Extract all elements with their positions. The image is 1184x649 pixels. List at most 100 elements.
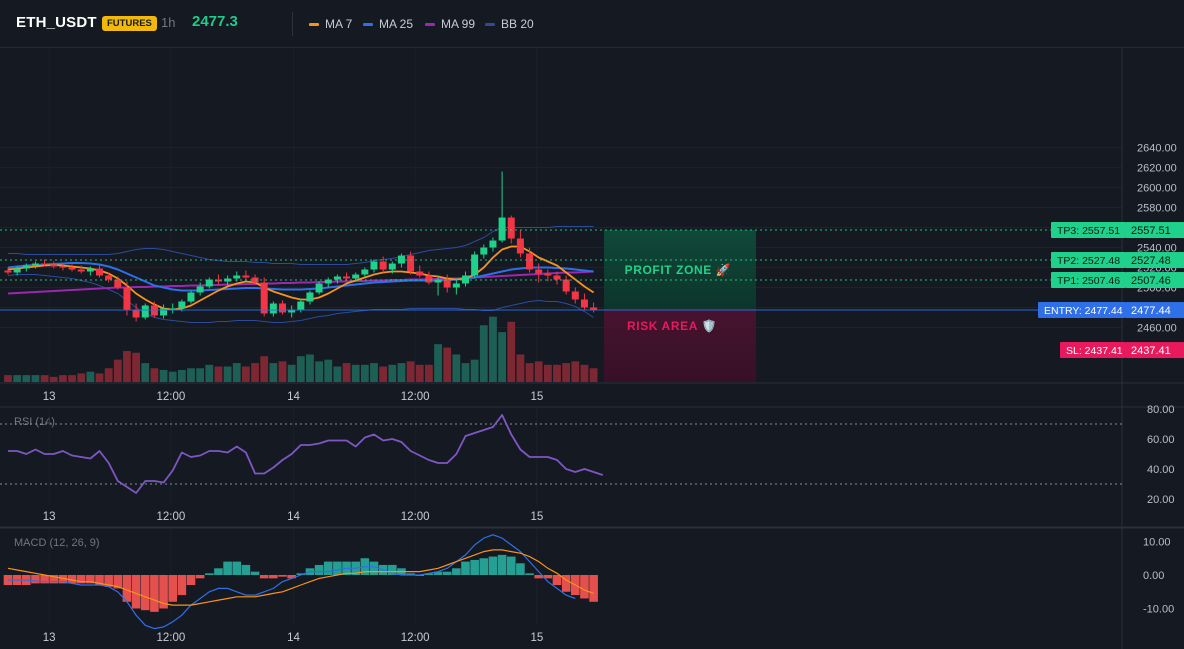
volume-bar — [498, 332, 506, 382]
candle-body — [352, 274, 360, 279]
time-axis-main: 13 12:00 14 12:00 15 — [43, 391, 543, 403]
price-tick-label: 2460.00 — [1137, 322, 1177, 334]
candle-body — [535, 269, 543, 274]
chart-canvas[interactable]: PROFIT ZONE 🚀 RISK AREA 🛡️ 2640.00 2620.0… — [0, 48, 1184, 649]
volume-bar — [132, 352, 140, 382]
price-tick-label: 2600.00 — [1137, 183, 1177, 195]
bb20-swatch-icon — [485, 22, 495, 26]
chart-header: ETH_USDT FUTURES 1h 2477.3 MA 7 MA 25 MA… — [0, 0, 1184, 48]
macd-hist-bar — [388, 564, 397, 575]
candle-body — [269, 303, 277, 314]
volume-bar — [415, 364, 424, 382]
volume-bar — [223, 366, 232, 382]
candle-body — [279, 303, 286, 313]
candle-body — [416, 271, 424, 276]
time-tick-label: 13 — [43, 632, 56, 644]
macd-hist-bar — [369, 561, 379, 575]
time-tick-label: 12:00 — [401, 632, 430, 644]
candle-body — [480, 247, 488, 255]
volume-bar — [141, 363, 150, 382]
candle-body — [562, 279, 570, 292]
macd-hist-bar — [525, 573, 534, 575]
level-axis-sl: 2437.41 — [1131, 345, 1171, 357]
profit-zone — [604, 230, 756, 311]
volume-bar — [315, 361, 323, 382]
ma25-line — [7, 262, 594, 292]
candle-body — [260, 282, 268, 314]
volume-bar — [40, 375, 49, 382]
rsi-pane[interactable]: RSI (14) 80.00 60.00 40.00 20.00 — [0, 404, 1184, 528]
candle-body — [242, 275, 250, 278]
macd-hist-bar — [113, 575, 123, 589]
candle-body — [553, 275, 561, 280]
macd-hist-bar — [86, 575, 95, 584]
volume-bar — [397, 363, 406, 382]
candle-body — [160, 308, 168, 316]
volume-bar — [104, 368, 113, 382]
rsi-tick-label: 40.00 — [1147, 464, 1175, 476]
legend-ma7[interactable]: MA 7 — [309, 17, 352, 31]
legend-bb20[interactable]: BB 20 — [485, 17, 534, 31]
macd-hist-bar — [333, 561, 342, 575]
bb-upper-line — [8, 226, 594, 265]
volume-bar — [251, 363, 259, 382]
level-axis-bg-tp3 — [1126, 222, 1184, 239]
candle-body — [343, 276, 351, 279]
macd-hist-bar — [424, 573, 434, 575]
candle-body — [571, 291, 579, 300]
legend-ma25[interactable]: MA 25 — [363, 17, 413, 31]
trade-levels — [0, 229, 1122, 311]
candle-body — [59, 266, 67, 268]
volume-bar — [342, 363, 351, 382]
price-pane[interactable]: PROFIT ZONE 🚀 RISK AREA 🛡️ — [0, 48, 1184, 384]
macd-hist-bar — [506, 556, 516, 575]
macd-hist-bar — [461, 561, 470, 575]
macd-hist-bar — [67, 575, 77, 584]
candle-body — [13, 268, 21, 273]
candle-body — [434, 279, 442, 283]
candle-body — [22, 265, 30, 269]
macd-hist-bar — [589, 575, 598, 602]
rsi-tick-label: 20.00 — [1147, 494, 1175, 506]
level-tag-bg-sl — [1060, 342, 1126, 359]
volume-bars — [4, 316, 598, 382]
macd-hist-bar — [58, 575, 68, 584]
candle-body — [361, 269, 369, 275]
macd-hist-bar — [552, 575, 562, 586]
macd-pane[interactable]: MACD (12, 26, 9) 10.00 0.00 -10.00 — [0, 527, 1184, 630]
macd-hist-bar — [470, 559, 479, 575]
candle-body — [489, 240, 497, 248]
time-tick-label: 15 — [530, 391, 543, 403]
volume-bar — [123, 351, 131, 382]
volume-bar — [516, 354, 525, 382]
volume-bar — [388, 364, 397, 382]
macd-hist-bar — [140, 575, 150, 611]
volume-bar — [461, 363, 470, 382]
rsi-line — [8, 414, 604, 494]
time-tick-label: 13 — [43, 391, 56, 403]
macd-tick-label: -10.00 — [1143, 604, 1174, 616]
candle-body — [407, 255, 415, 272]
volume-bar — [360, 364, 369, 382]
candle-body — [205, 279, 213, 287]
volume-bar — [168, 371, 177, 382]
volume-bar — [452, 354, 461, 382]
macd-hist-bar — [452, 568, 461, 575]
level-tags: TP3: 2557.51 2557.51 TP2: 2527.48 2527.48 TP… — [1038, 222, 1184, 359]
volume-bar — [296, 356, 305, 382]
candle-body — [471, 254, 479, 276]
macd-hist-bar — [214, 568, 223, 575]
volume-bar — [571, 361, 580, 382]
volume-bar — [553, 364, 561, 382]
macd-hist-bar — [241, 564, 251, 575]
candle-body — [590, 307, 598, 311]
macd-hist-bar — [580, 575, 589, 599]
legend-ma99[interactable]: MA 99 — [425, 17, 475, 31]
macd-hist-bar — [287, 575, 296, 579]
candle-body — [397, 255, 405, 264]
candle-body — [105, 275, 113, 280]
macd-hist-bar — [497, 554, 507, 575]
symbol-name[interactable]: ETH_USDT — [16, 14, 97, 31]
interval-selector[interactable]: 1h — [161, 15, 176, 30]
candle-body — [498, 217, 506, 241]
